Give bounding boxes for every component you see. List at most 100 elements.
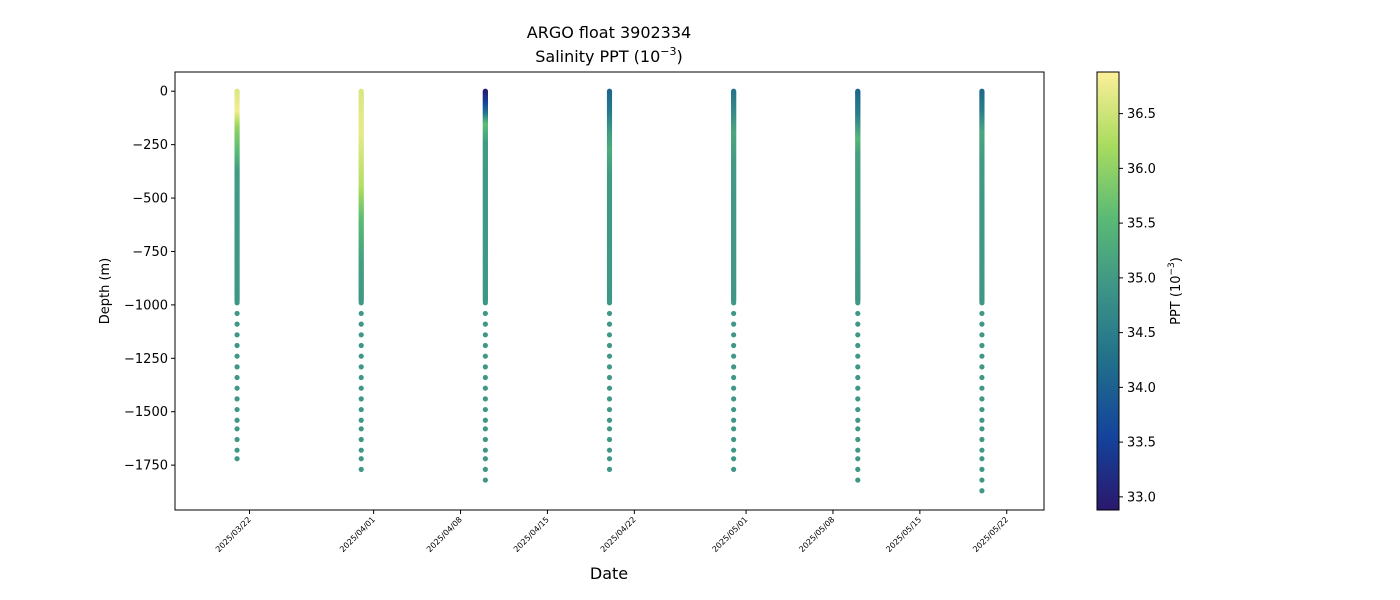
x-tick-label: 2025/04/22 [599,515,638,554]
data-point-deep [979,417,985,423]
data-point-deep [606,364,613,370]
y-tick-label: −1250 [124,352,168,367]
y-tick-label: −1000 [124,298,168,313]
chart-title-line2: Salinity PPT (10−3) [535,45,683,66]
data-point-deep [731,342,737,349]
colorbar-tick-label: 34.5 [1127,326,1156,341]
colorbar-tick-label: 33.5 [1127,436,1156,451]
data-point-deep [358,310,364,317]
data-point-deep [482,332,488,338]
data-point-deep [731,466,737,472]
data-point-deep [606,466,613,472]
y-tick-label: −750 [132,245,168,260]
colorbar: 33.0 33.5 34.0 34.5 35.0 35.5 36.0 36.5 PPT (10… [1096,71,1184,511]
data-point-deep [731,374,737,381]
colorbar-tick-label: 35.5 [1127,217,1156,232]
data-point-deep [358,426,364,432]
data-point-deep [234,396,240,402]
data-point-deep [606,332,613,338]
data-point-deep [855,426,861,432]
plot-frame [174,71,1045,511]
colorbar-label-suffix: ) [1169,257,1184,262]
data-point-deep [606,426,613,432]
data-point-deep [358,385,364,391]
data-point-deep [358,300,364,306]
data-point-deep [482,310,488,317]
data-point-deep [855,374,861,381]
data-point-deep [606,456,613,462]
data-point-deep [234,364,240,370]
y-axis-label: Depth (m) [98,258,113,325]
data-point-deep [855,332,861,338]
x-tick-label: 2025/05/01 [711,515,750,554]
data-point-deep [482,364,488,370]
data-point-deep [234,426,240,432]
y-tick-label: 0 [160,85,168,100]
data-point-deep [358,364,364,370]
data-point-deep [482,342,488,349]
x-tick-label: 2025/05/15 [884,515,923,554]
data-point-deep [234,417,240,423]
data-point-deep [855,342,861,349]
data-point-deep [234,321,240,327]
data-point-deep [855,447,861,453]
chart-title-line2-prefix: Salinity PPT (10 [535,47,660,66]
data-point-deep [731,426,737,432]
data-point-deep [855,396,861,402]
colorbar-tick-label: 33.0 [1127,490,1156,505]
data-point-deep [482,477,488,483]
data-point-deep [731,417,737,423]
y-tick-label: −250 [132,138,168,153]
data-point-deep [979,426,985,432]
data-point-deep [855,364,861,370]
data-point-deep [979,477,985,483]
data-point-deep [234,353,240,359]
x-tick-label: 2025/04/15 [512,515,551,554]
data-point-deep [482,321,488,327]
data-point-deep [482,396,488,402]
chart-title-line2-exp: −3 [660,45,676,58]
x-axis: 2025/03/22 2025/04/01 2025/04/08 2025/04/15… [214,510,1010,554]
data-point-deep [606,374,613,381]
data-point-deep [482,426,488,432]
data-point-deep [979,310,985,317]
data-point-deep [482,353,488,359]
data-point-deep [358,466,364,472]
data-point-deep [358,342,364,349]
data-point-deep [482,385,488,391]
data-point-deep [234,406,240,413]
data-point-deep [855,310,861,317]
data-point-deep [482,374,488,381]
data-point-deep [979,385,985,391]
data-point-deep [358,406,364,413]
data-point-deep [855,417,861,423]
data-point-deep [855,300,861,306]
data-point-deep [731,396,737,402]
data-point-deep [979,374,985,381]
data-point-deep [482,447,488,453]
data-point-deep [731,364,737,370]
data-point-deep [979,321,985,327]
data-point-deep [731,456,737,462]
x-tick-label: 2025/03/22 [214,515,253,554]
data-point-deep [358,396,364,402]
data-point-deep [979,332,985,338]
colorbar-label-exp: −3 [1167,262,1177,275]
data-point-deep [606,353,613,359]
y-tick-label: −1500 [124,405,168,420]
data-point-deep [606,385,613,391]
data-point-deep [979,436,985,443]
data-point-deep [855,385,861,391]
data-point-deep [979,342,985,349]
colorbar-tick-label: 35.0 [1127,271,1156,286]
data-point-deep [234,342,240,349]
data-point-deep [731,406,737,413]
data-point-deep [731,300,737,306]
data-point-deep [358,436,364,443]
colorbar-ticks: 33.0 33.5 34.0 34.5 35.0 35.5 36.0 36.5 [1119,107,1156,505]
data-point-deep [731,321,737,327]
data-point-deep [234,456,240,462]
data-point-deep [482,417,488,423]
data-point-deep [606,396,613,402]
